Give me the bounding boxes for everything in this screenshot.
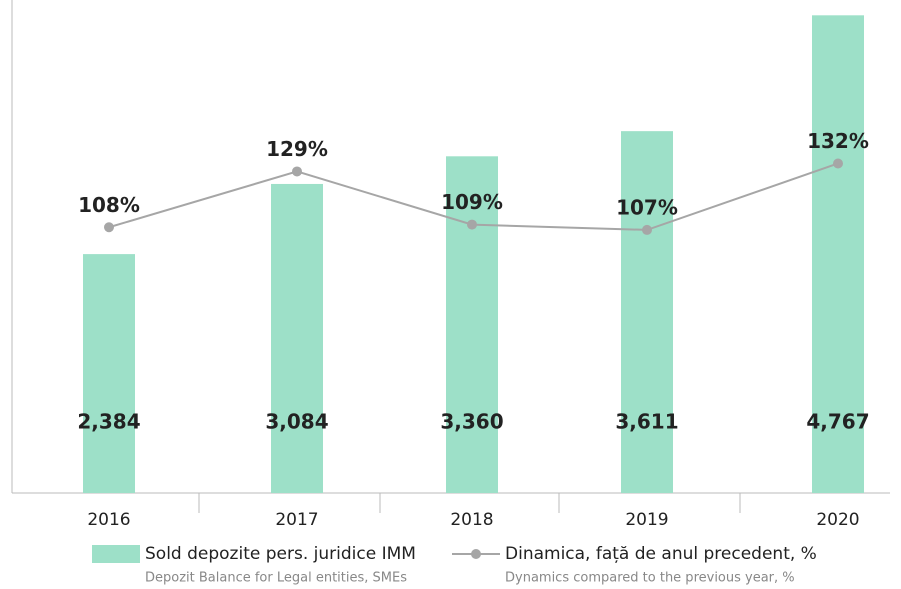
line-point bbox=[833, 158, 843, 169]
line-value-label: 129% bbox=[266, 137, 328, 161]
line-value-label: 109% bbox=[441, 190, 503, 214]
x-tick-label: 2016 bbox=[87, 510, 130, 530]
legend-label: Dinamica, față de anul precedent, % bbox=[505, 544, 817, 564]
line-value-label: 107% bbox=[616, 195, 678, 219]
line-point bbox=[104, 222, 114, 233]
line-value-label: 132% bbox=[807, 129, 869, 153]
legend-sublabel: Dynamics compared to the previous year, … bbox=[505, 571, 795, 586]
bar bbox=[621, 131, 673, 493]
line-point bbox=[642, 224, 652, 235]
line-point bbox=[467, 219, 477, 230]
bar-value-label: 2,384 bbox=[77, 410, 140, 434]
bar-value-label: 3,611 bbox=[615, 410, 678, 434]
bar-value-label: 3,360 bbox=[440, 410, 503, 434]
bar bbox=[812, 15, 864, 493]
bar-value-label: 4,767 bbox=[806, 410, 869, 434]
legend-swatch-dot bbox=[471, 549, 481, 559]
x-tick-label: 2020 bbox=[816, 510, 859, 530]
bar-value-label: 3,084 bbox=[265, 410, 328, 434]
bar bbox=[271, 183, 323, 493]
legend-sublabel: Depozit Balance for Legal entities, SMEs bbox=[145, 571, 407, 586]
legend-label: Sold depozite pers. juridice IMM bbox=[145, 544, 416, 564]
line-point bbox=[292, 166, 302, 177]
legend-swatch bbox=[92, 545, 140, 563]
x-tick-label: 2017 bbox=[275, 510, 318, 530]
x-tick-label: 2019 bbox=[625, 510, 668, 530]
x-tick-label: 2018 bbox=[450, 510, 493, 530]
bar bbox=[446, 156, 498, 494]
bar bbox=[83, 254, 135, 493]
line-value-label: 108% bbox=[78, 193, 140, 217]
